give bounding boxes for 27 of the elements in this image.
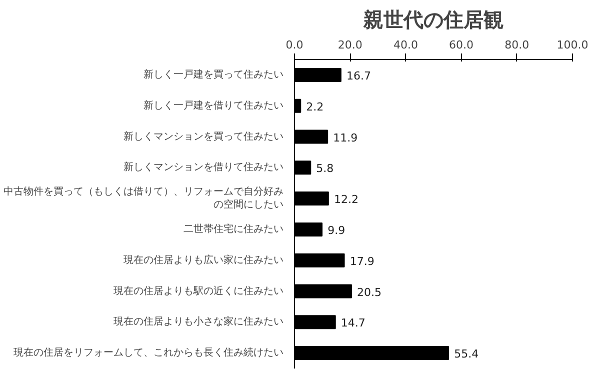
data-label: 55.4: [454, 348, 479, 361]
y-tick-label: 新しくマンションを買って住みたい: [124, 130, 284, 142]
data-label: 17.9: [350, 254, 374, 268]
data-label: 2.2: [306, 100, 324, 114]
y-tick-label: 新しくマンションを借りて住みたい: [124, 161, 284, 174]
y-tick-label: 現在の住居よりも駅の近くに住みたい: [114, 284, 284, 297]
x-tick-label: 60.0: [449, 38, 474, 52]
y-tick-label: 中古物件を買って（もしくは借りて）、リフォームで自分好みの空間にしたい: [4, 185, 284, 211]
data-label: 11.9: [333, 131, 358, 144]
x-tick-label: 100.0: [556, 38, 588, 52]
data-label: 14.7: [340, 316, 366, 330]
data-label: 9.9: [328, 224, 346, 237]
x-tick-label: 80.0: [504, 38, 530, 52]
x-tick-label: 40.0: [393, 38, 418, 52]
x-tick-label: 20.0: [338, 38, 362, 52]
data-label: 5.8: [316, 162, 334, 176]
chart-title: 親世代の住居観: [362, 8, 504, 32]
data-label: 16.7: [346, 69, 371, 82]
y-tick-label: 現在の住居よりも小さな家に住みたい: [114, 316, 284, 328]
y-tick-label: 現在の住居をリフォームして、これからも長く住み続けたい: [14, 346, 284, 359]
y-tick-label: 現在の住居よりも広い家に住みたい: [124, 254, 284, 266]
x-tick-label: 0.0: [286, 38, 304, 52]
data-label: 20.5: [357, 286, 382, 299]
y-tick-label: 新しく一戸建を買って住みたい: [144, 68, 284, 80]
y-tick-label: 新しく一戸建を借りて住みたい: [144, 99, 284, 112]
data-label: 12.2: [334, 193, 358, 206]
y-tick-label: 二世帯住宅に住みたい: [184, 222, 284, 235]
